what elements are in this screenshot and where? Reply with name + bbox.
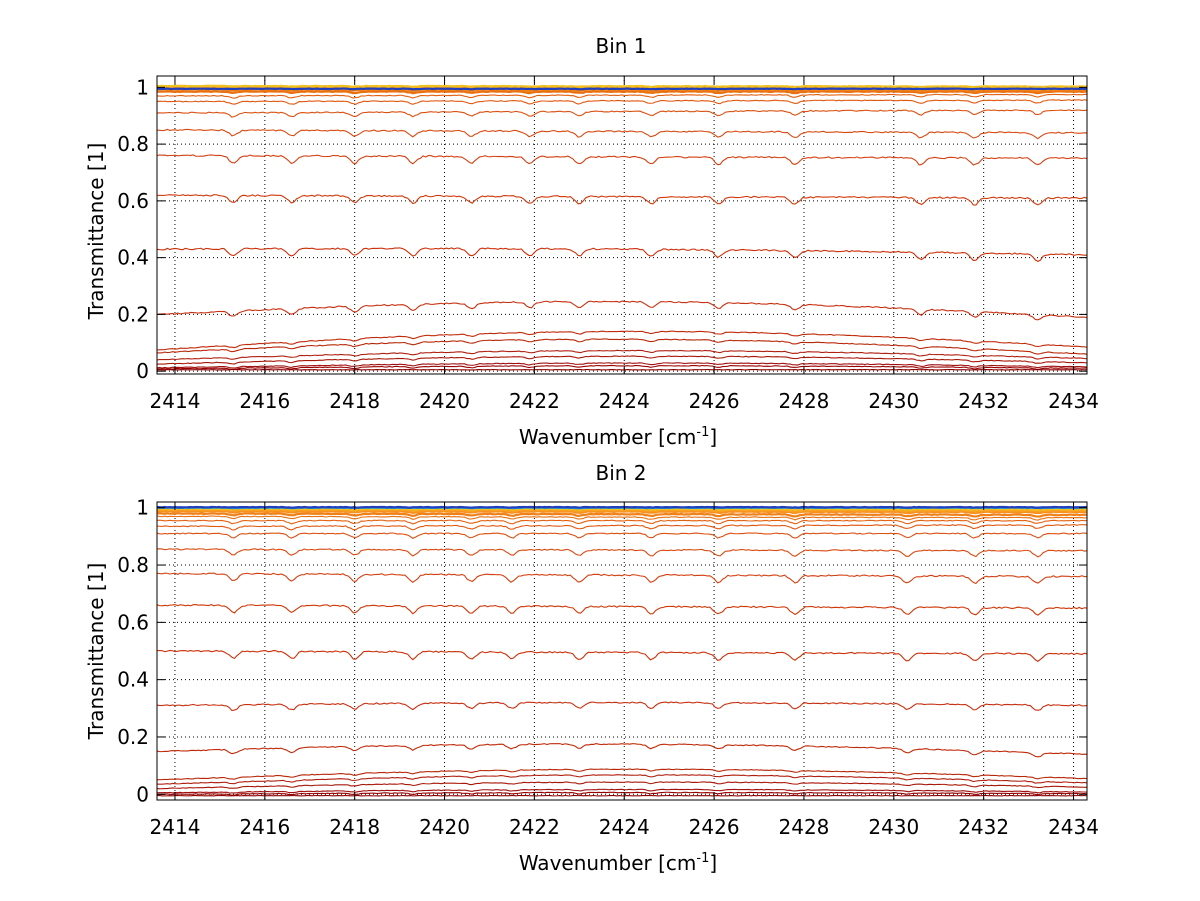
x-tick-label: 2426 [689, 815, 740, 839]
x-tick-label: 2420 [419, 389, 470, 413]
series-line-12 [157, 128, 1087, 140]
series-group [157, 505, 1087, 797]
x-axis-label-superscript: -1 [696, 425, 709, 440]
y-tick-label: 0.2 [117, 302, 149, 326]
series-line-3 [157, 362, 1087, 369]
series-line-22 [157, 505, 1087, 509]
axes-frame [156, 501, 1088, 801]
x-tick-label: 2422 [509, 815, 560, 839]
series-line-2 [157, 364, 1087, 371]
series-line-8 [157, 300, 1087, 321]
y-axis-label: Transmittance [1] [84, 563, 108, 741]
x-tick-label: 2420 [419, 815, 470, 839]
series-line-6 [157, 338, 1087, 355]
y-tick-label: 0.2 [117, 725, 149, 749]
plot-area: 2414 2416 2418 2420 2422 2424 2426 2428 2430 2432… [117, 496, 1099, 839]
x-axis-label-text: Wavenumber [cm [519, 425, 697, 449]
series-line-21 [157, 87, 1087, 91]
series-line-11 [157, 154, 1087, 166]
y-tick-label: 0.4 [117, 246, 149, 270]
y-tick-label: 0.4 [117, 668, 149, 692]
x-tick-label: 2430 [868, 389, 919, 413]
x-axis-label-superscript: -1 [696, 851, 709, 866]
x-tick-label: 2434 [1048, 815, 1099, 839]
x-axis-label-bracket: ] [709, 425, 717, 449]
series-line-7 [157, 330, 1087, 351]
x-tick-label: 2424 [599, 389, 650, 413]
series-line-8 [157, 701, 1087, 712]
x-tick-label: 2416 [239, 389, 290, 413]
x-tick-label: 2428 [779, 389, 830, 413]
x-axis-label-bracket: ] [709, 851, 717, 875]
plot-background [157, 502, 1087, 800]
x-tick-label: 2428 [779, 815, 830, 839]
series-line-6 [157, 768, 1087, 781]
y-tick-label: 0.6 [117, 189, 149, 213]
series-line-15 [157, 519, 1087, 525]
chart-title: Bin 2 [595, 461, 646, 485]
series-line-13 [157, 532, 1087, 539]
series-line-19 [157, 508, 1087, 513]
series-line-17 [157, 512, 1087, 518]
x-tick-label: 2424 [599, 815, 650, 839]
plot-area: 2414 2416 2418 2420 2422 2424 2426 2428 2430 2432… [117, 75, 1099, 413]
series-line-16 [157, 515, 1087, 521]
y-tick-label: 0.8 [117, 553, 149, 577]
x-tick-label: 2426 [689, 389, 740, 413]
y-tick-label: 0 [136, 359, 149, 383]
x-tick-label: 2418 [329, 389, 380, 413]
series-line-13 [157, 109, 1087, 118]
x-axis-label: Wavenumber [cm-1] [519, 425, 717, 449]
chart-bin-2: Bin 2 2414 2416 2418 2420 2422 2424 2426 2428 24… [84, 461, 1099, 875]
series-line-14 [157, 99, 1087, 105]
x-tick-label: 2418 [329, 815, 380, 839]
x-tick-label: 2416 [239, 815, 290, 839]
series-line-4 [157, 781, 1087, 790]
series-line-15 [157, 93, 1087, 99]
series-line-3 [157, 788, 1087, 794]
chart-title: Bin 1 [595, 34, 646, 58]
series-group [157, 84, 1087, 371]
series-line-12 [157, 548, 1087, 558]
y-tick-label: 0.6 [117, 610, 149, 634]
x-tick-label: 2432 [958, 815, 1009, 839]
y-tick-label: 1 [136, 75, 149, 99]
y-axis-label: Transmittance [1] [84, 143, 108, 321]
series-line-16 [157, 90, 1087, 95]
series-line-10 [157, 194, 1087, 206]
series-line-4 [157, 355, 1087, 365]
y-tick-label: 0.8 [117, 132, 149, 156]
y-tick-label: 1 [136, 496, 149, 520]
x-tick-label: 2422 [509, 389, 560, 413]
x-tick-label: 2432 [958, 389, 1009, 413]
series-line-9 [157, 649, 1087, 663]
plot-background [157, 76, 1087, 374]
x-tick-label: 2414 [150, 815, 201, 839]
series-line-5 [157, 774, 1087, 785]
x-tick-label: 2430 [868, 815, 919, 839]
x-tick-label: 2414 [150, 389, 201, 413]
series-line-2 [157, 791, 1087, 796]
series-line-14 [157, 523, 1087, 531]
series-line-7 [157, 743, 1087, 758]
x-tick-label: 2434 [1048, 389, 1099, 413]
series-line-10 [157, 603, 1087, 616]
series-line-5 [157, 349, 1087, 361]
chart-bin-1: Bin 1 2414 2416 2418 2420 2422 2424 2426 2428 24… [84, 34, 1099, 449]
y-tick-label: 0 [136, 782, 149, 806]
series-line-20 [157, 84, 1087, 89]
series-line-11 [157, 572, 1087, 585]
series-line-9 [157, 247, 1087, 263]
x-axis-label-text: Wavenumber [cm [519, 851, 697, 875]
axes-frame [156, 75, 1088, 375]
x-axis-label: Wavenumber [cm-1] [519, 851, 717, 875]
